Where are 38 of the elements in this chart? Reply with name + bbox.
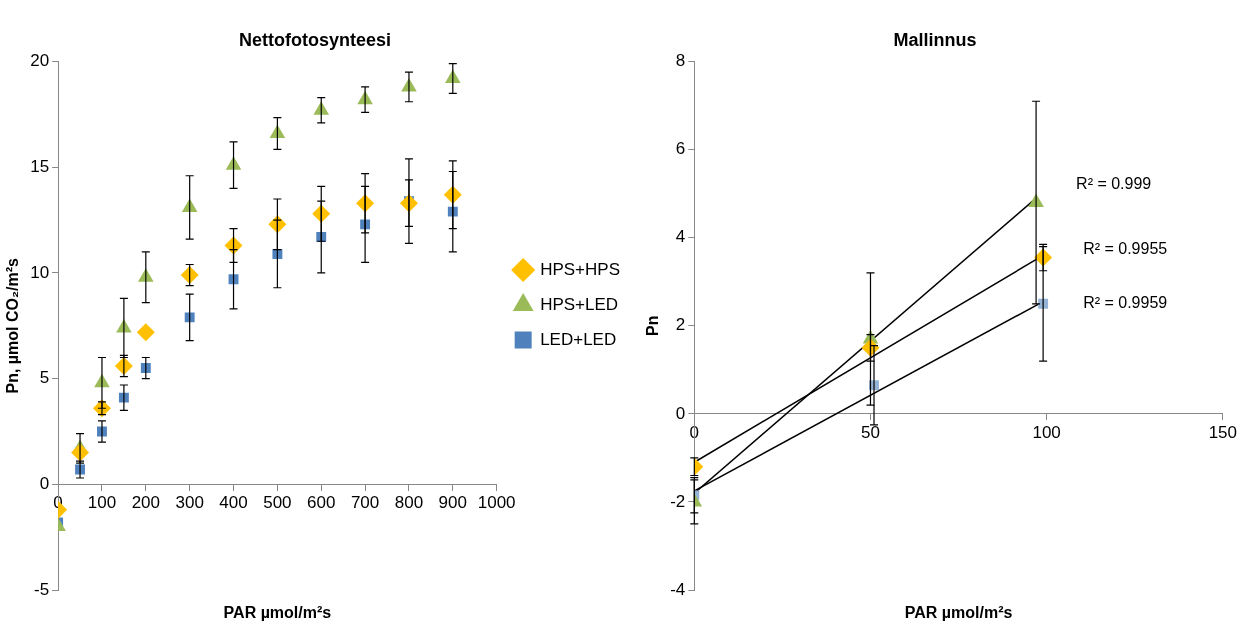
y-tick-label: 0	[675, 403, 686, 423]
x-tick-label: 300	[175, 493, 204, 513]
y-tick-label: -2	[670, 491, 686, 511]
y-axis-title: Pn, µmol CO₂/m²s	[4, 257, 22, 394]
x-axis-title: PAR µmol/m²s	[223, 604, 332, 622]
y-tick-label: 4	[675, 227, 686, 247]
chart-title: Mallinnus	[893, 29, 977, 50]
y-tick-label: 8	[675, 51, 686, 71]
chart-title: Nettofotosynteesi	[238, 29, 392, 50]
x-tick-label: 600	[307, 493, 336, 513]
annotation: R² = 0.9955	[1083, 239, 1168, 257]
annotation: R² = 0.9959	[1083, 293, 1168, 311]
annotation: R² = 0.999	[1076, 174, 1152, 192]
x-axis-title: PAR µmol/m²s	[904, 604, 1013, 622]
y-tick-label: 5	[39, 368, 50, 388]
x-tick-label: 100	[87, 493, 117, 513]
y-tick-label: 20	[30, 51, 50, 71]
y-axis-title: Pn	[644, 315, 662, 337]
x-tick-label: 150	[1208, 422, 1238, 442]
y-tick-label: -4	[670, 579, 686, 599]
x-tick-label: 700	[350, 493, 380, 513]
y-tick-label: 0	[39, 474, 50, 494]
y-tick-label: 10	[30, 262, 50, 282]
y-tick-label: 15	[30, 156, 50, 176]
legend-label: HPS+HPS	[540, 259, 621, 279]
x-tick-label: 400	[219, 493, 248, 513]
x-tick-label: 500	[263, 493, 292, 513]
legend-label: HPS+LED	[540, 294, 619, 314]
legend-label: LED+LED	[540, 329, 617, 349]
x-tick-label: 1000	[477, 493, 516, 513]
y-tick-label: 6	[675, 139, 686, 159]
x-tick-label: 100	[1032, 422, 1061, 442]
x-tick-label: 900	[438, 493, 467, 513]
x-tick-label: 200	[131, 493, 161, 513]
x-tick-label: 800	[394, 493, 424, 513]
y-tick-label: 2	[675, 315, 686, 335]
y-tick-label: -5	[33, 579, 50, 599]
x-tick-label: 50	[861, 422, 880, 442]
